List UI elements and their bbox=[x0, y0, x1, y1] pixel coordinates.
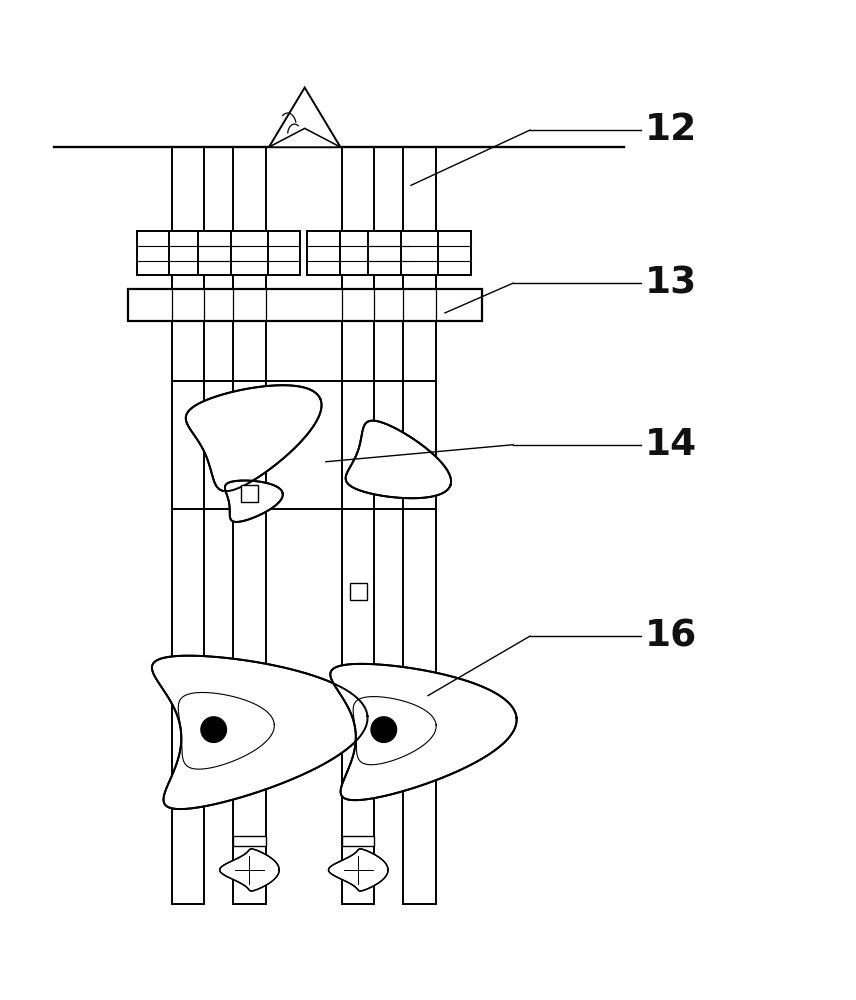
FancyBboxPatch shape bbox=[403, 147, 436, 904]
Text: 12: 12 bbox=[645, 112, 697, 148]
FancyBboxPatch shape bbox=[128, 289, 482, 321]
FancyBboxPatch shape bbox=[401, 231, 438, 275]
FancyBboxPatch shape bbox=[231, 231, 268, 275]
Polygon shape bbox=[346, 421, 451, 498]
FancyBboxPatch shape bbox=[307, 231, 409, 275]
FancyBboxPatch shape bbox=[350, 583, 366, 600]
Text: 13: 13 bbox=[645, 265, 697, 301]
Circle shape bbox=[371, 717, 396, 742]
Polygon shape bbox=[186, 385, 322, 491]
FancyBboxPatch shape bbox=[233, 836, 265, 846]
Circle shape bbox=[201, 717, 227, 742]
FancyBboxPatch shape bbox=[137, 231, 239, 275]
FancyBboxPatch shape bbox=[241, 485, 258, 502]
Text: 16: 16 bbox=[645, 618, 697, 654]
Polygon shape bbox=[269, 128, 341, 147]
FancyBboxPatch shape bbox=[199, 231, 300, 275]
Text: 14: 14 bbox=[645, 427, 697, 463]
Polygon shape bbox=[225, 481, 282, 522]
FancyBboxPatch shape bbox=[172, 147, 205, 904]
Polygon shape bbox=[269, 88, 341, 147]
Polygon shape bbox=[330, 664, 517, 800]
FancyBboxPatch shape bbox=[169, 231, 207, 275]
FancyBboxPatch shape bbox=[342, 836, 374, 846]
Polygon shape bbox=[220, 849, 279, 891]
Polygon shape bbox=[152, 656, 367, 809]
Polygon shape bbox=[329, 849, 388, 891]
FancyBboxPatch shape bbox=[340, 231, 377, 275]
FancyBboxPatch shape bbox=[342, 147, 374, 904]
FancyBboxPatch shape bbox=[368, 231, 471, 275]
FancyBboxPatch shape bbox=[233, 147, 265, 904]
